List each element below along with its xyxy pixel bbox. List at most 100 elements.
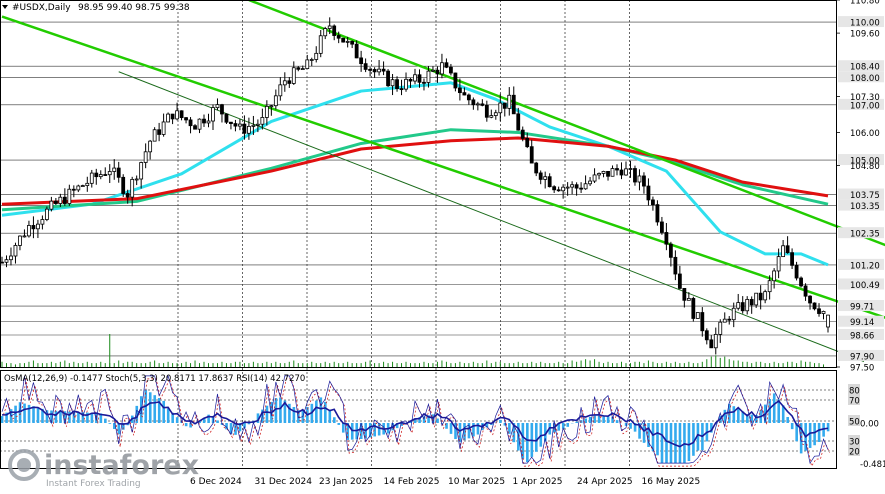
- candle-body: [463, 93, 466, 95]
- osma-bar: [773, 393, 776, 423]
- candle-body: [440, 63, 443, 74]
- candle-body: [809, 296, 812, 303]
- osma-bar: [293, 407, 296, 423]
- osma-bar: [535, 423, 538, 452]
- candle-body: [396, 80, 399, 89]
- candle-body: [602, 171, 605, 173]
- candle-body: [683, 288, 686, 300]
- candle-body: [369, 69, 372, 70]
- candle-body: [629, 169, 632, 170]
- candle-body: [99, 175, 102, 177]
- candle-body: [750, 299, 753, 304]
- watermark-tagline: Instant Forex Trading: [46, 479, 141, 489]
- level-label: 110.00: [850, 19, 880, 29]
- candle-body: [553, 187, 556, 190]
- candle-body: [104, 175, 107, 176]
- candle-body: [431, 70, 434, 71]
- candle-body: [319, 36, 322, 54]
- candle-body: [176, 111, 179, 119]
- candle-body: [710, 340, 713, 348]
- osma-bar: [23, 404, 26, 423]
- candle-body: [575, 185, 578, 188]
- candle-body: [467, 95, 470, 100]
- osma-bar: [813, 423, 816, 445]
- candle-body: [18, 236, 21, 245]
- candle-body: [274, 96, 277, 106]
- price-scale-label: 106.00: [850, 129, 880, 139]
- candle-body: [777, 257, 780, 271]
- osma-bar: [37, 408, 40, 423]
- time-axis-label: 23 Jan 2025: [319, 477, 373, 487]
- candle-body: [791, 253, 794, 266]
- candle-body: [818, 309, 821, 314]
- candle-body: [759, 293, 762, 300]
- candle-body: [674, 257, 677, 274]
- candle-body: [562, 187, 565, 191]
- candle-body: [234, 124, 237, 127]
- candle-body: [23, 236, 26, 237]
- candle-body: [5, 260, 8, 263]
- candle-body: [229, 122, 232, 123]
- candle-body: [741, 303, 744, 311]
- candle-body: [373, 69, 376, 71]
- candle-body: [68, 189, 71, 203]
- candle-body: [723, 319, 726, 322]
- osma-bar: [733, 406, 736, 423]
- candle-body: [633, 169, 636, 182]
- osma-bar: [14, 406, 17, 423]
- candle-body: [14, 245, 17, 256]
- candle-body: [548, 177, 551, 187]
- candle-body: [9, 256, 12, 260]
- candle-body: [211, 108, 214, 121]
- candle-body: [126, 194, 129, 198]
- osma-bar: [661, 423, 664, 463]
- candle-body: [427, 71, 430, 82]
- candle-body: [409, 79, 412, 81]
- candle-body: [337, 36, 340, 39]
- candle-body: [813, 303, 816, 309]
- candle-body: [297, 68, 300, 70]
- osma-bar: [818, 423, 821, 442]
- candle-body: [517, 114, 520, 130]
- osma-bar: [575, 422, 578, 423]
- candle-body: [584, 184, 587, 189]
- candle-body: [508, 95, 511, 108]
- osma-bar: [499, 420, 502, 423]
- candle-body: [773, 271, 776, 281]
- candle-body: [391, 80, 394, 86]
- candle-body: [265, 106, 268, 117]
- osma-bar: [342, 423, 345, 433]
- candle-body: [499, 103, 502, 113]
- candle-body: [728, 319, 731, 320]
- candle-body: [346, 41, 349, 42]
- osma-bar: [118, 423, 121, 434]
- candle-body: [660, 222, 663, 233]
- level-label: 102.35: [850, 230, 880, 240]
- candle-body: [310, 59, 313, 60]
- candle-body: [746, 299, 749, 310]
- candle-body: [607, 171, 610, 176]
- candle-body: [364, 64, 367, 70]
- candle-body: [279, 85, 282, 96]
- candle-body: [656, 205, 659, 222]
- candle-body: [611, 169, 614, 177]
- osma-bar: [109, 423, 112, 424]
- candle-body: [782, 246, 785, 257]
- candle-body: [351, 41, 354, 44]
- price-scale-label: 97.50: [850, 364, 874, 374]
- level-label: 98.66: [850, 331, 874, 341]
- candle-body: [580, 188, 583, 189]
- osma-bar: [616, 420, 619, 423]
- ohlc-readout: 98.95 99.40 98.75 99.38: [78, 3, 190, 13]
- candle-body: [647, 186, 650, 200]
- osma-bar: [167, 408, 170, 423]
- candle-body: [665, 232, 668, 244]
- candle-body: [158, 130, 161, 135]
- osma-bar: [104, 419, 107, 423]
- osma-bar: [629, 423, 632, 429]
- candle-body: [153, 130, 156, 141]
- candle-body: [786, 246, 789, 253]
- level-label: 101.20: [850, 261, 880, 271]
